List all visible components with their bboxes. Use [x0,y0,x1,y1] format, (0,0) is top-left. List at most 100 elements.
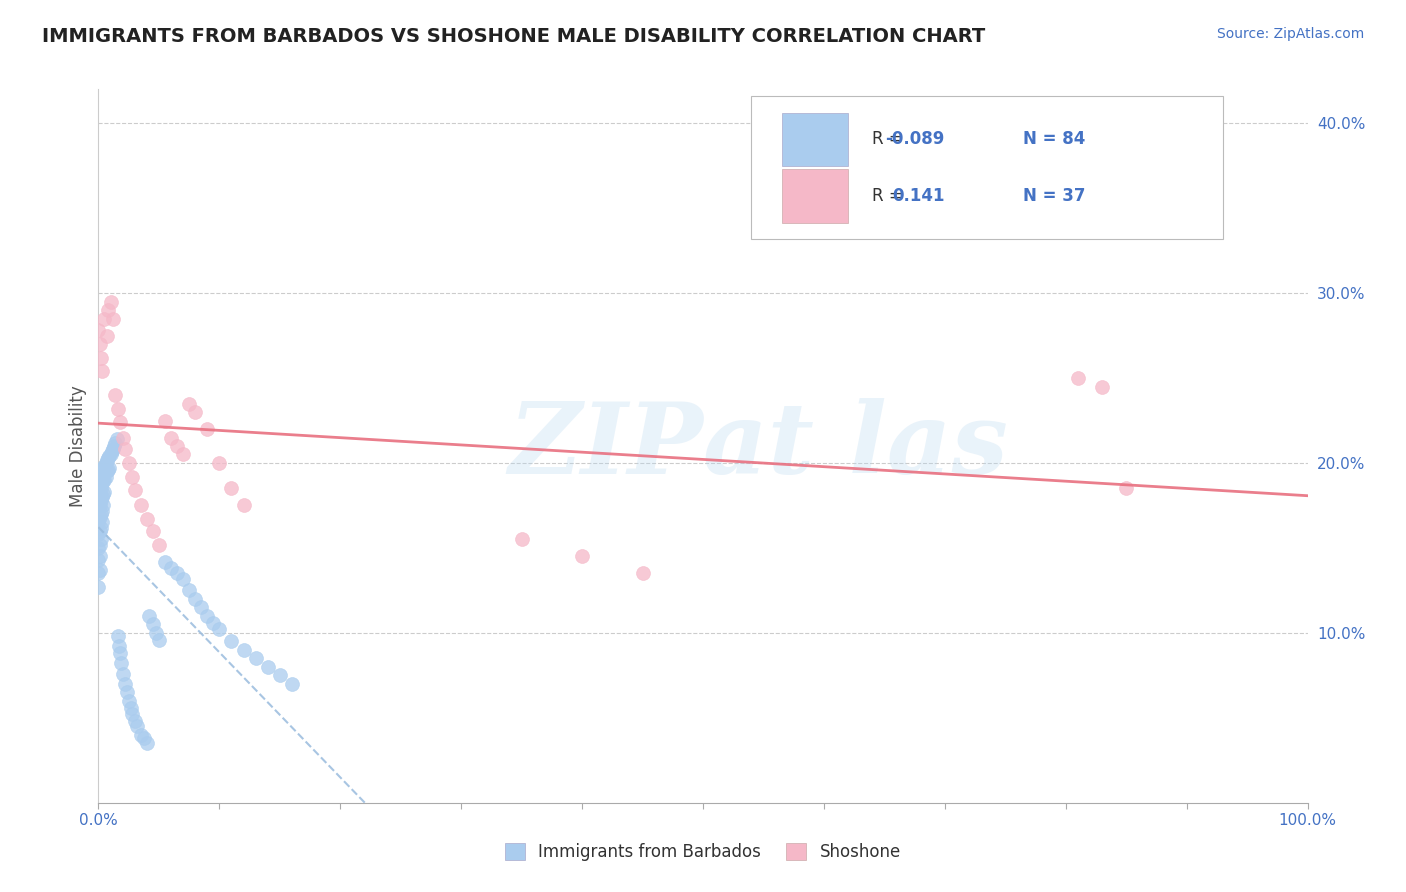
Legend: Immigrants from Barbados, Shoshone: Immigrants from Barbados, Shoshone [501,838,905,866]
FancyBboxPatch shape [782,169,848,223]
Point [110,657,132,671]
Point [121,707,143,722]
Point [100,294,122,309]
Text: at las: at las [703,398,1008,494]
Point [91,461,114,475]
Point [134,731,156,746]
Point [94,469,117,483]
Point [98,461,121,475]
Point [96,465,118,479]
Point [114,442,136,457]
Point [87,516,110,530]
Point [101,442,124,457]
Point [97,303,120,318]
Point [108,640,131,654]
Point [96,328,118,343]
Text: N = 84: N = 84 [1024,130,1085,148]
Point [135,512,157,526]
Text: R =: R = [872,130,908,148]
Text: -0.089: -0.089 [886,130,945,148]
Point [93,484,115,499]
Point [1091,379,1114,393]
Point [172,448,194,462]
Point [148,537,170,551]
Point [91,490,114,504]
Point [97,463,120,477]
Text: N = 37: N = 37 [1024,187,1085,205]
Point [89,524,111,538]
FancyBboxPatch shape [751,96,1223,239]
Point [89,510,111,524]
Text: Source: ZipAtlas.com: Source: ZipAtlas.com [1216,27,1364,41]
Point [153,413,176,427]
Point [232,643,254,657]
Point [89,537,111,551]
Point [166,439,188,453]
Point [111,430,134,444]
Point [87,499,110,513]
Point [94,456,117,470]
Point [91,465,114,479]
Point [124,714,146,729]
Point [142,617,165,632]
FancyBboxPatch shape [782,112,848,166]
Point [91,503,114,517]
Point [202,615,225,630]
Point [91,486,114,500]
Point [108,646,131,660]
Point [87,527,110,541]
Point [90,493,112,508]
Point [221,482,243,496]
Point [91,499,114,513]
Point [245,651,267,665]
Point [87,566,110,581]
Point [118,456,141,470]
Point [135,736,157,750]
Point [90,469,112,483]
Point [90,482,112,496]
Point [104,435,127,450]
Text: ZIP: ZIP [508,398,703,494]
Point [91,476,114,491]
Point [142,524,165,538]
Point [184,591,207,606]
Point [87,482,110,496]
Point [160,561,183,575]
Point [571,549,593,564]
Point [91,364,114,378]
Point [118,694,141,708]
Point [90,533,112,547]
Point [160,430,183,444]
Point [87,323,110,337]
Y-axis label: Male Disability: Male Disability [69,385,87,507]
Point [101,311,124,326]
Point [208,456,231,470]
Point [90,520,112,534]
Point [87,541,110,555]
Point [87,553,110,567]
Point [117,685,139,699]
Point [97,450,120,465]
Point [269,668,291,682]
Point [120,700,142,714]
Point [89,499,111,513]
Point [90,507,112,521]
Point [221,634,243,648]
Point [89,473,111,487]
Point [104,388,127,402]
Point [93,311,115,326]
Point [124,483,146,498]
Point [89,549,111,564]
Text: IMMIGRANTS FROM BARBADOS VS SHOSHONE MALE DISABILITY CORRELATION CHART: IMMIGRANTS FROM BARBADOS VS SHOSHONE MAL… [42,27,986,45]
Point [127,719,149,733]
Point [96,452,118,467]
Point [179,583,201,598]
Point [111,666,134,681]
Point [87,580,110,594]
Point [107,629,129,643]
Point [232,499,254,513]
Point [105,432,128,446]
Point [108,415,131,429]
Point [179,396,201,410]
Point [90,351,112,365]
